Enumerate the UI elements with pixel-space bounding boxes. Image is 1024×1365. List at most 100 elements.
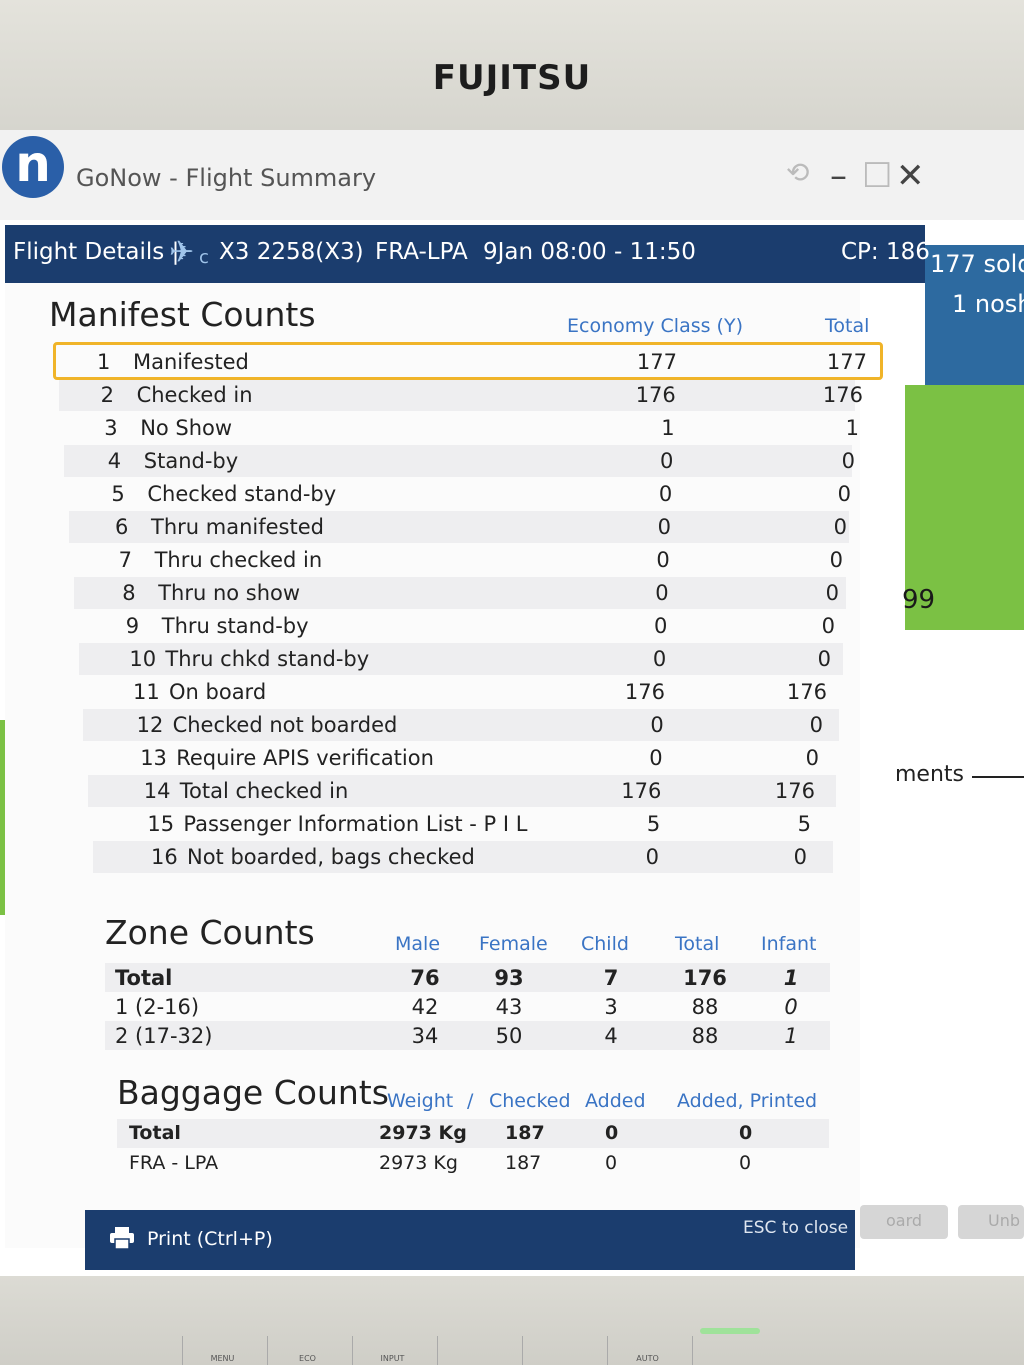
manifest-total-value: 0 <box>809 713 823 737</box>
background-board-button[interactable]: oard <box>860 1205 948 1239</box>
manifest-total-value: 0 <box>821 614 835 638</box>
manifest-row-number: 16 <box>151 845 178 869</box>
table-row[interactable]: Total 2973 Kg 187 0 0 <box>117 1119 829 1148</box>
manifest-row-label: Thru checked in <box>154 548 323 572</box>
app-titlebar: n GoNow - Flight Summary ⟲ – ☐ ✕ <box>0 130 1024 220</box>
manifest-total-value: 176 <box>822 383 863 407</box>
zone-infant-value: 1 <box>784 1024 798 1048</box>
zone-col-head: Child <box>581 933 629 955</box>
manifest-row-number: 13 <box>140 746 167 770</box>
app-logo-icon: n <box>2 136 64 198</box>
baggage-row-label: Total <box>129 1122 181 1144</box>
table-row[interactable]: 12 Checked not boarded 0 0 <box>83 709 840 741</box>
manifest-row-number: 6 <box>115 515 129 539</box>
baggage-counts-title: Baggage Counts <box>117 1073 389 1112</box>
table-row[interactable]: Total 76 93 7 176 1 <box>105 963 830 992</box>
manifest-row-number: 2 <box>100 383 114 407</box>
background-unboard-button[interactable]: Unb <box>958 1205 1024 1239</box>
zone-female-value: 50 <box>495 1024 523 1048</box>
table-row[interactable]: 7 Thru checked in 0 0 <box>71 544 847 576</box>
monitor-bezel-top: FUJITSU <box>0 0 1024 130</box>
manifest-total-value: 0 <box>833 515 847 539</box>
monitor-button[interactable] <box>692 1336 772 1365</box>
table-row[interactable]: 9 Thru stand-by 0 0 <box>76 610 844 642</box>
manifest-row-number: 11 <box>133 680 160 704</box>
monitor-button[interactable]: MENU <box>182 1336 262 1365</box>
table-row[interactable]: 11 On board 176 176 <box>81 676 841 708</box>
monitor-brand-logo: FUJITSU <box>432 58 592 98</box>
restore-icon[interactable]: ⟲ <box>786 156 810 189</box>
manifest-row-number: 4 <box>107 449 122 473</box>
minimize-icon[interactable]: – <box>830 156 847 196</box>
manifest-row-label: Checked stand-by <box>147 482 337 506</box>
manifest-economy-value: 0 <box>655 581 669 605</box>
monitor-button[interactable] <box>437 1336 517 1365</box>
baggage-col-head: Added <box>585 1090 646 1112</box>
table-row[interactable]: 6 Thru manifested 0 0 <box>69 511 849 543</box>
table-row[interactable]: 2 (17-32) 34 50 4 88 1 <box>105 1021 830 1050</box>
table-row[interactable]: 4 Stand-by 0 0 <box>64 445 855 477</box>
table-row[interactable]: 1 (2-16) 42 43 3 88 0 <box>105 992 830 1021</box>
manifest-economy-value: 5 <box>646 812 661 836</box>
baggage-printed-value: 0 <box>739 1122 753 1144</box>
manifest-economy-value: 177 <box>636 350 677 374</box>
background-number: 99 <box>902 585 936 615</box>
zone-total-value: 176 <box>683 966 727 990</box>
monitor-button[interactable]: ECO <box>267 1336 347 1365</box>
manifest-economy-value: 0 <box>658 482 673 506</box>
table-row[interactable]: 8 Thru no show 0 0 <box>73 577 846 609</box>
table-row[interactable]: 14 Total checked in 176 176 <box>88 775 837 807</box>
close-icon[interactable]: ✕ <box>896 156 925 196</box>
baggage-row-label: FRA - LPA <box>129 1152 219 1174</box>
airline-logo-icon: ✈ <box>169 235 195 270</box>
table-row[interactable]: 2 Checked in 176 176 <box>59 379 863 411</box>
zone-female-value: 93 <box>494 966 524 990</box>
table-row[interactable]: 1 Manifested 177 177 <box>57 346 867 378</box>
baggage-checked-value: 187 <box>505 1152 542 1174</box>
baggage-added-value: 0 <box>605 1152 618 1174</box>
baggage-weight-value: 2973 Kg <box>379 1152 458 1174</box>
manifest-economy-value: 0 <box>660 449 674 473</box>
screen: n GoNow - Flight Summary ⟲ – ☐ ✕ 177 sol… <box>0 130 1024 1276</box>
manifest-row-label: On board <box>169 680 267 704</box>
manifest-row-label: Thru stand-by <box>161 614 309 638</box>
baggage-col-head: Weight <box>387 1090 454 1112</box>
zone-infant-value: 1 <box>783 966 799 990</box>
manifest-row-number: 3 <box>104 416 118 440</box>
manifest-row-number: 8 <box>122 581 136 605</box>
print-button[interactable]: Print (Ctrl+P) <box>147 1228 273 1250</box>
zone-total-value: 88 <box>691 995 719 1019</box>
manifest-total-value: 0 <box>837 482 851 506</box>
manifest-row-label: No Show <box>140 416 233 440</box>
background-label: ments <box>895 762 964 787</box>
col-head-economy: Economy Class (Y) <box>567 315 743 337</box>
zone-child-value: 4 <box>604 1024 618 1048</box>
monitor-button[interactable] <box>522 1336 602 1365</box>
flight-summary-dialog: Flight Details | ✈ c X3 2258(X3) FRA-LPA… <box>5 225 930 1275</box>
power-led <box>700 1328 760 1334</box>
manifest-total-value: 0 <box>817 647 831 671</box>
table-row[interactable]: 15 Passenger Information List - P I L 5 5 <box>91 808 835 840</box>
selected-row-highlight <box>53 342 883 380</box>
manifest-row-number: 7 <box>118 548 132 572</box>
table-row[interactable]: 10 Thru chkd stand-by 0 0 <box>78 643 843 675</box>
background-panel <box>925 245 1024 385</box>
baggage-printed-value: 0 <box>739 1152 752 1174</box>
table-row[interactable]: 16 Not boarded, bags checked 0 0 <box>93 841 833 873</box>
zone-child-value: 3 <box>604 995 618 1019</box>
monitor-button[interactable]: INPUT <box>352 1336 432 1365</box>
flight-route: FRA-LPA <box>375 239 468 265</box>
table-row[interactable]: FRA - LPA 2973 Kg 187 0 0 <box>117 1149 829 1178</box>
table-row[interactable]: 3 No Show 1 1 <box>62 412 859 444</box>
maximize-icon[interactable]: ☐ <box>862 156 893 196</box>
zone-total-value: 88 <box>691 1024 719 1048</box>
table-row[interactable]: 5 Checked stand-by 0 0 <box>67 478 851 510</box>
manifest-total-value: 0 <box>805 746 819 770</box>
monitor-button[interactable]: AUTO <box>607 1336 687 1365</box>
flight-number: X3 2258(X3) <box>219 239 364 265</box>
table-row[interactable]: 13 Require APIS verification 0 0 <box>86 742 838 774</box>
baggage-col-head: Checked <box>489 1090 571 1112</box>
manifest-total-value: 0 <box>825 581 839 605</box>
zone-col-head: Total <box>675 933 720 955</box>
